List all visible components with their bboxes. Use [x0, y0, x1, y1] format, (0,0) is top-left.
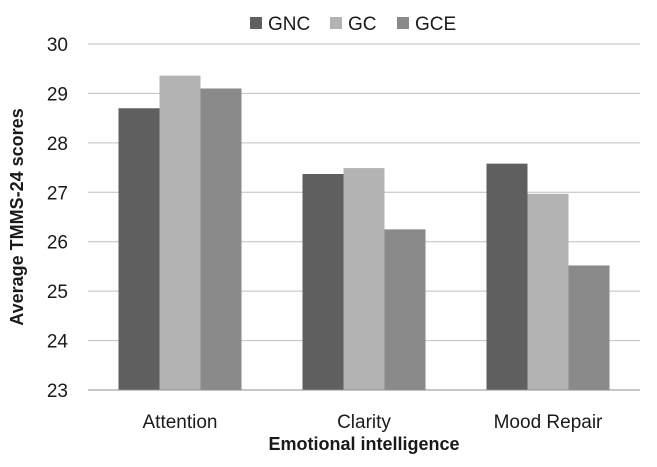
- bar-gce-clarity: [384, 229, 426, 390]
- legend-swatch-gc: [330, 17, 342, 29]
- bar-gnc-clarity: [302, 173, 344, 390]
- x-axis-title: Emotional intelligence: [268, 434, 459, 454]
- y-tick-label: 24: [47, 332, 69, 353]
- y-tick-label: 26: [47, 233, 68, 254]
- y-tick-label: 30: [47, 35, 68, 56]
- bars: [118, 75, 610, 391]
- bar-gce-mood-repair: [568, 265, 610, 390]
- y-tick-label: 27: [47, 183, 68, 204]
- y-tick-label: 29: [47, 84, 68, 105]
- y-tick-label: 25: [47, 282, 68, 303]
- bar-gce-attention: [200, 88, 242, 390]
- legend-swatch-gce: [397, 17, 409, 29]
- bar-gnc-attention: [118, 108, 160, 390]
- y-tick-label: 28: [47, 134, 68, 155]
- legend-label-gce: GCE: [415, 14, 456, 35]
- x-category-label: Mood Repair: [494, 412, 603, 433]
- x-axis-categories: Attention Clarity Mood Repair: [143, 412, 604, 433]
- x-category-label: Clarity: [337, 412, 391, 433]
- legend: GNC GC GCE: [250, 14, 456, 35]
- legend-swatch-gnc: [250, 17, 262, 29]
- bar-gnc-mood-repair: [486, 163, 528, 390]
- x-category-label: Attention: [143, 412, 218, 433]
- y-tick-label: 23: [47, 381, 68, 402]
- bar-gc-clarity: [343, 168, 385, 390]
- legend-label-gc: GC: [348, 14, 377, 35]
- y-axis-ticks: 23 24 25 26 27 28 29 30: [47, 35, 69, 402]
- legend-label-gnc: GNC: [268, 14, 310, 35]
- bar-gc-attention: [159, 75, 201, 391]
- bar-gc-mood-repair: [527, 193, 569, 390]
- y-axis-title: Average TMMS-24 scores: [7, 108, 27, 325]
